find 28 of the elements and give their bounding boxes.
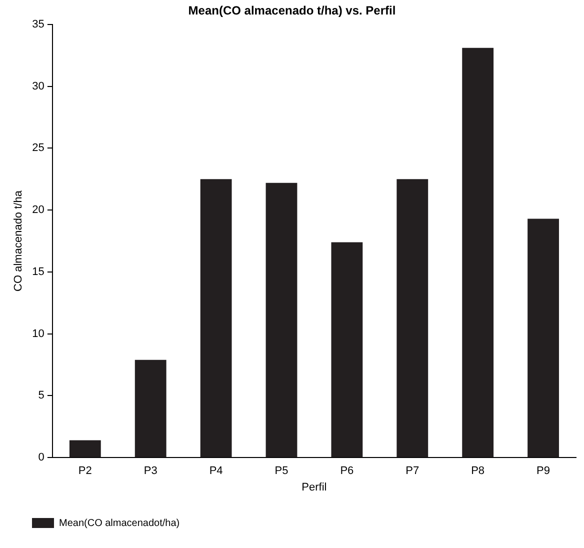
y-tick-label: 15 <box>32 266 44 278</box>
y-tick-label: 30 <box>32 80 44 92</box>
bar <box>528 218 559 458</box>
y-tick-label: 25 <box>32 142 44 154</box>
bar <box>396 179 428 458</box>
bar <box>134 360 166 458</box>
x-tick-label: P4 <box>209 465 223 478</box>
x-tick-label: P8 <box>471 465 485 478</box>
y-tick-label: 5 <box>38 390 44 402</box>
x-tick-label: P3 <box>144 465 158 478</box>
chart-title: Mean(CO almacenado t/ha) vs. Perfil <box>188 4 396 18</box>
y-tick-label: 35 <box>32 18 44 30</box>
x-tick-label: P6 <box>340 465 354 478</box>
x-tick-label: P2 <box>78 465 92 478</box>
bar <box>200 179 232 458</box>
x-tick-label: P9 <box>536 465 550 478</box>
bar <box>462 48 494 458</box>
legend-label: Mean(CO almacenadot/ha) <box>59 518 180 529</box>
bar <box>266 182 298 458</box>
x-tick-label: P5 <box>274 465 288 478</box>
x-tick-label: P7 <box>406 465 420 478</box>
x-axis-title: Perfil <box>302 481 327 494</box>
y-tick-label: 20 <box>32 204 44 216</box>
y-tick-label: 0 <box>38 452 44 464</box>
y-tick-label: 10 <box>32 328 44 340</box>
bar <box>69 440 101 458</box>
bar <box>331 242 363 458</box>
y-axis-title: CO almacenado t/ha <box>12 190 25 292</box>
